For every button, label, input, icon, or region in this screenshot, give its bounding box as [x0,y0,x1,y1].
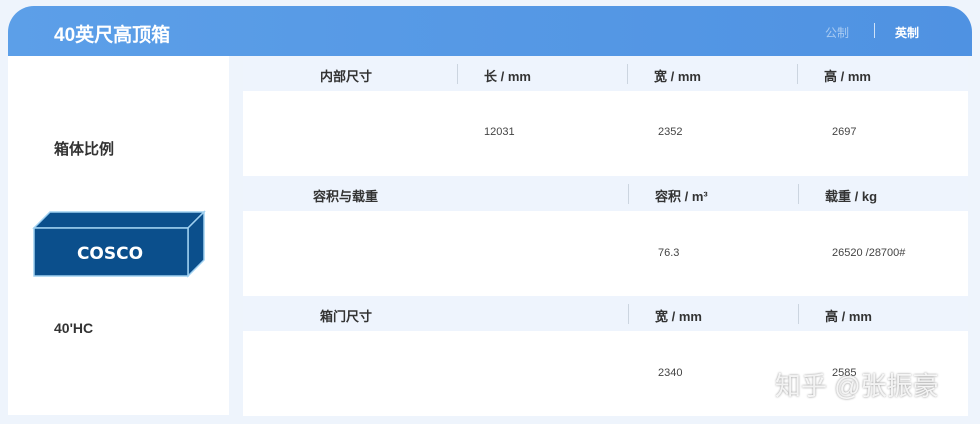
col-length: 长 / mm [484,69,531,84]
metric-toggle[interactable]: 公制 [825,26,850,40]
door-height-value: 2585 [832,367,857,379]
door-header-row: 箱门尺寸 宽 / mm 高 / mm [243,296,968,331]
length-value: 12031 [484,126,515,138]
container-image: COSCO [32,210,206,278]
divider [798,184,799,204]
col-payload: 载重 / kg [825,189,878,204]
divider [797,64,798,84]
door-values-row: 2340 2585 [243,331,968,416]
watermark: 知乎 @张振豪 [775,371,939,401]
capacity-header-row: 容积与载重 容积 / m³ 载重 / kg [243,176,968,211]
col-volume: 容积 / m³ [655,189,708,204]
col-width: 宽 / mm [654,69,701,84]
payload-value: 26520 /28700# [832,247,906,259]
left-panel: 箱体比例 COSCO 40'HC [8,56,229,415]
cosco-logo: COSCO [77,244,143,264]
header-bar: 40英尺高顶箱 公制 英制 [8,6,972,56]
col-door-height: 高 / mm [825,309,872,324]
divider [798,304,799,324]
inner-header-row: 内部尺寸 长 / mm 宽 / mm 高 / mm [243,56,968,91]
divider [628,304,629,324]
inner-label: 内部尺寸 [320,69,373,84]
divider [628,184,629,204]
divider [874,23,875,38]
door-label: 箱门尺寸 [320,309,373,324]
page-title: 40英尺高顶箱 [54,25,171,46]
capacity-values-row: 76.3 26520 /28700# [243,211,968,296]
width-value: 2352 [658,126,683,138]
volume-value: 76.3 [658,247,680,259]
divider [457,64,458,84]
type-code: 40'HC [54,320,94,336]
col-door-width: 宽 / mm [655,309,702,324]
imperial-toggle[interactable]: 英制 [895,26,920,40]
door-width-value: 2340 [658,367,683,379]
scale-label: 箱体比例 [54,141,115,158]
height-value: 2697 [832,126,857,138]
inner-values-row: 12031 2352 2697 [243,91,968,176]
divider [627,64,628,84]
capacity-label: 容积与载重 [313,189,379,204]
col-height: 高 / mm [824,69,871,84]
